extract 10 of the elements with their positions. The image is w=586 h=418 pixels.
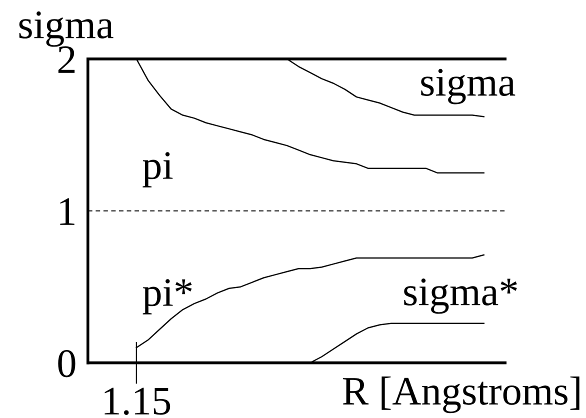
y-tick-label: 1 — [60, 198, 74, 225]
series-label: sigma* — [404, 278, 517, 314]
series-label: sigma — [421, 68, 516, 104]
y-tick-label: 0 — [58, 350, 76, 378]
series-label: pi* — [142, 279, 192, 314]
series-label: pi — [142, 152, 173, 188]
y-tick-label: 2 — [58, 46, 75, 73]
x-axis-title: R [Angstroms] — [342, 376, 580, 414]
x-tick-label: 1.15 — [104, 388, 170, 415]
y-axis-title: sigma — [19, 11, 114, 47]
